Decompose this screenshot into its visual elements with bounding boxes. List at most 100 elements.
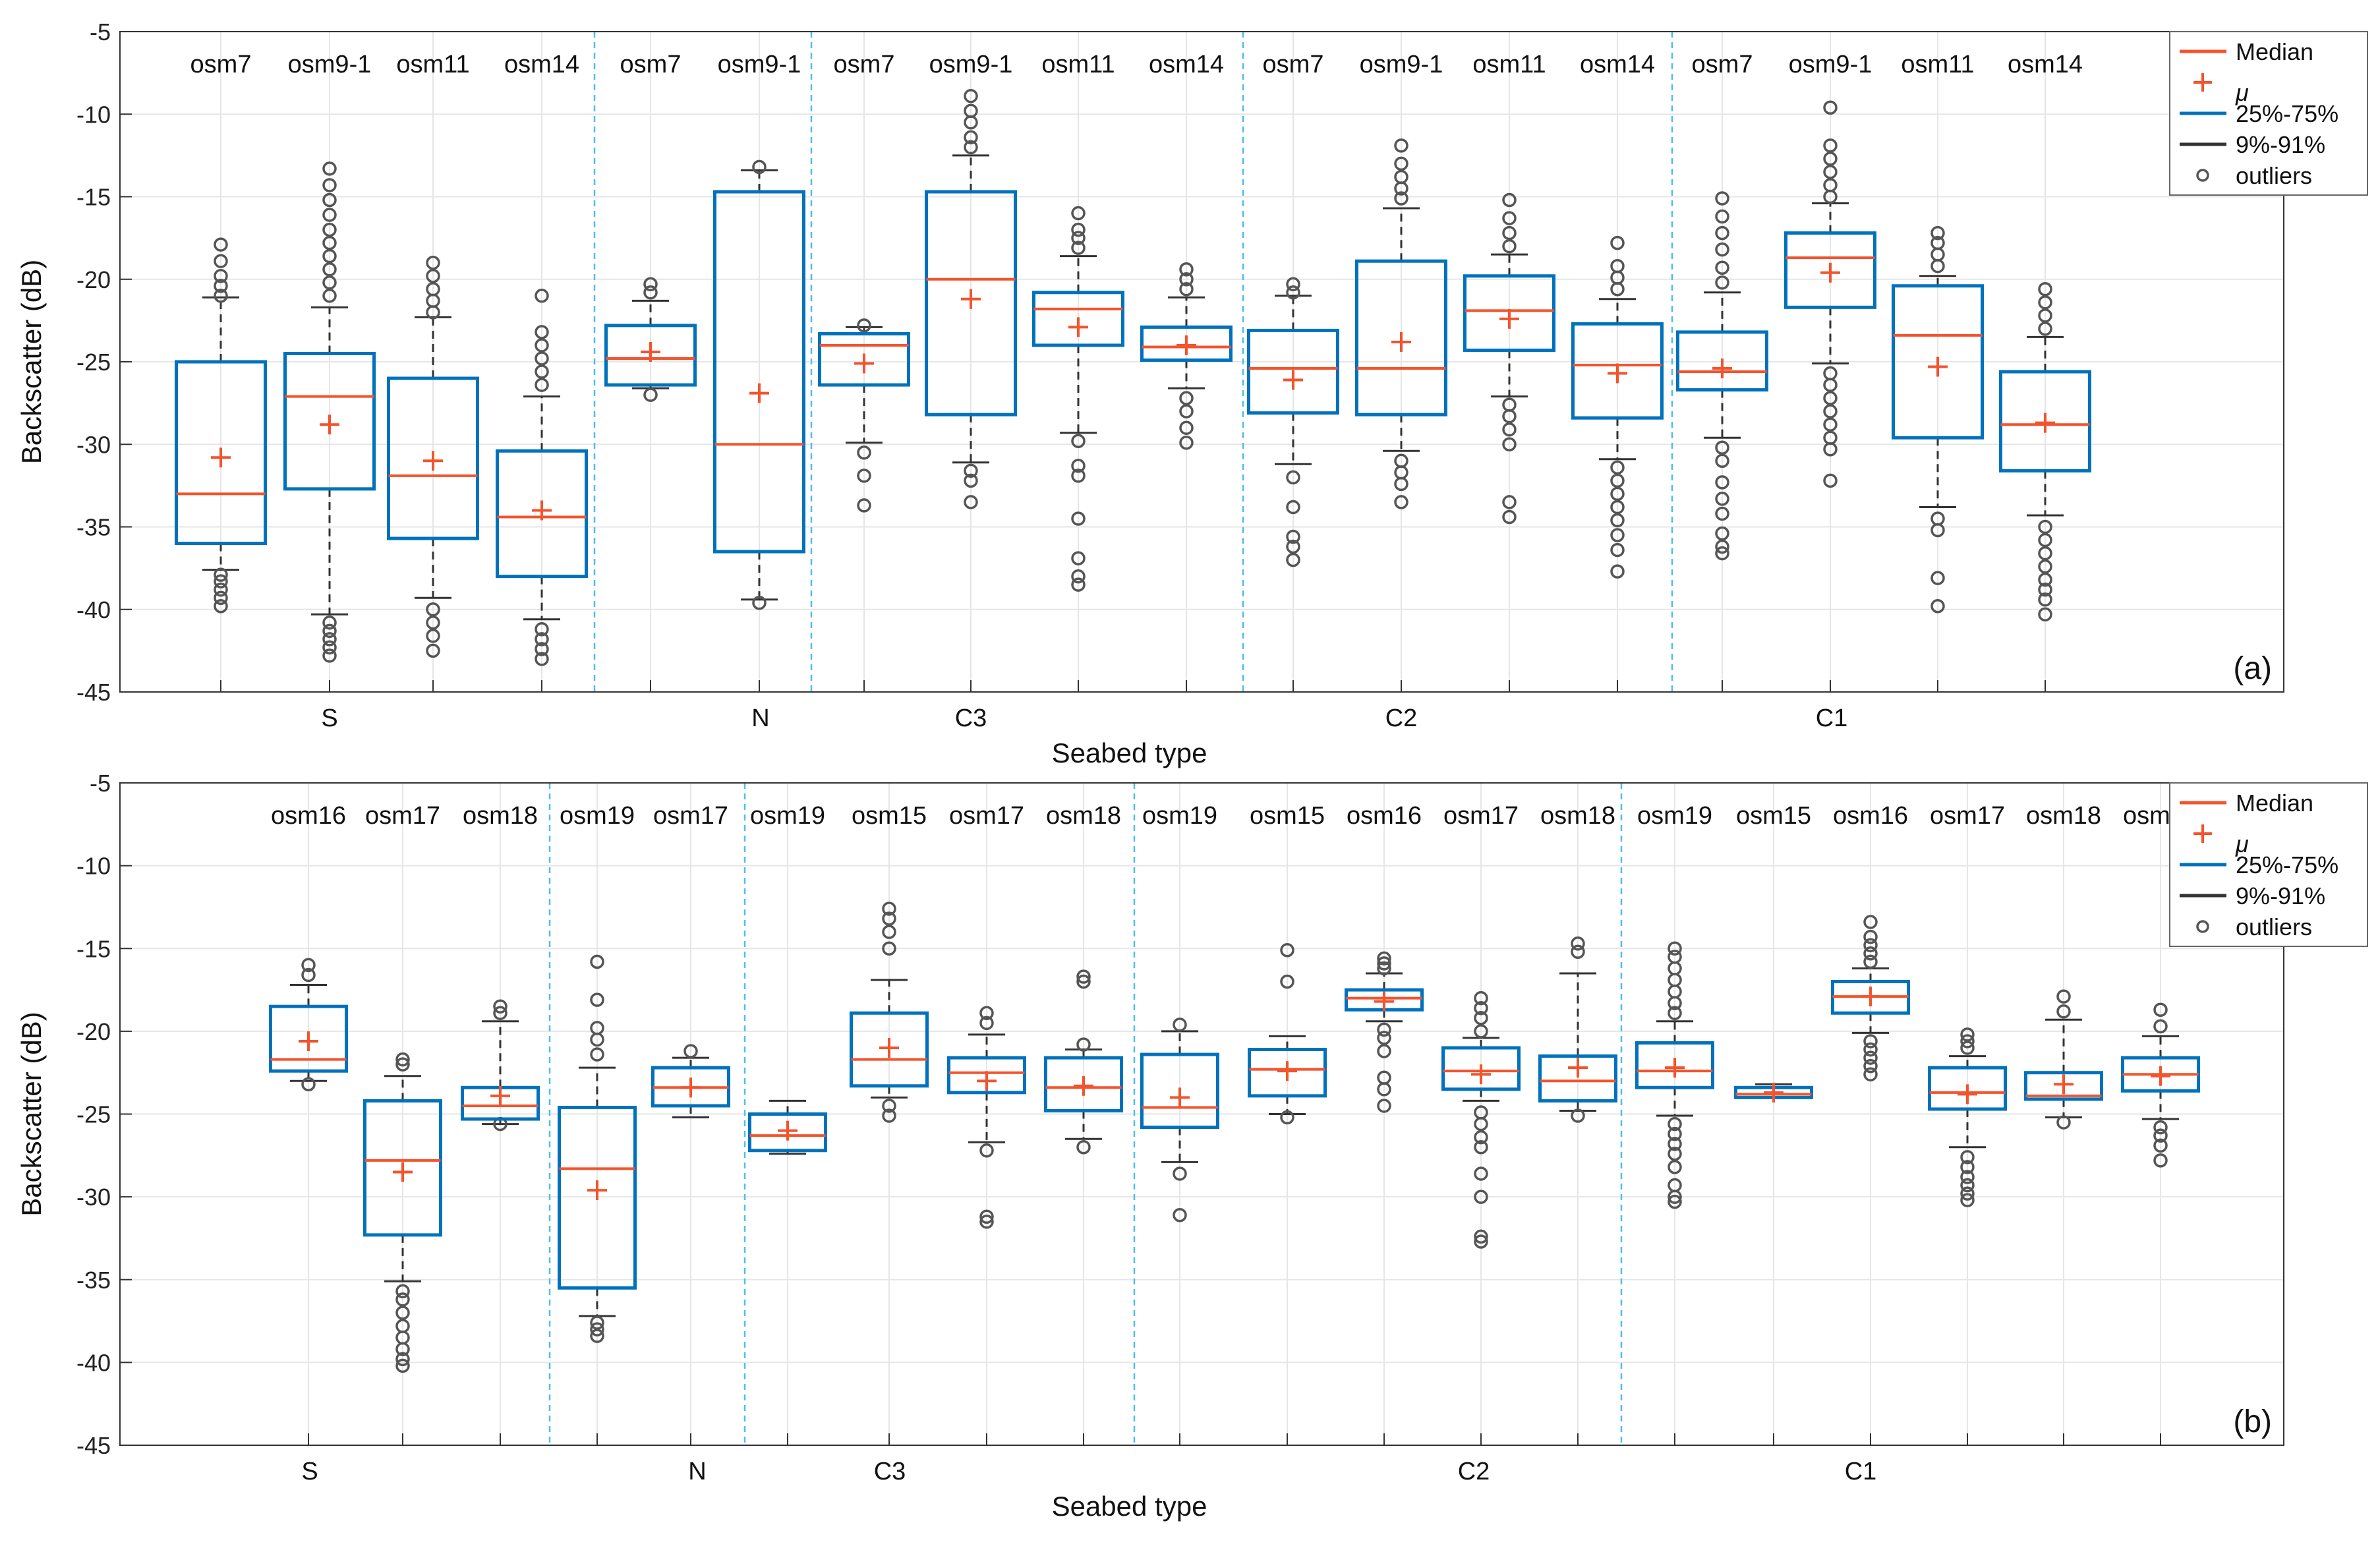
outlier-point bbox=[2038, 592, 2052, 607]
outlier-point bbox=[882, 925, 896, 939]
outlier-point bbox=[2056, 1115, 2071, 1130]
box-label-osm18: osm18 bbox=[2026, 802, 2101, 830]
y-tick-label: -30 bbox=[76, 1184, 111, 1211]
outlier-point bbox=[882, 941, 896, 956]
legend: Median μ25%-75% 9%-91% outliers bbox=[2169, 31, 2368, 196]
box-osm15 bbox=[850, 902, 929, 1123]
outlier-point bbox=[1610, 258, 1625, 273]
legend-outlier-swatch bbox=[2196, 169, 2209, 182]
outlier-point bbox=[1076, 1037, 1091, 1052]
outlier-point bbox=[1394, 476, 1408, 492]
iqr-box bbox=[1538, 1054, 1617, 1103]
y-tick-label: -25 bbox=[76, 349, 111, 376]
box-osm14 bbox=[1571, 235, 1664, 579]
outlier-point bbox=[1823, 391, 1838, 405]
outlier-point bbox=[643, 277, 658, 292]
outlier-point bbox=[1960, 1193, 1975, 1207]
box-label-osm7: osm7 bbox=[1692, 51, 1753, 78]
outlier-point bbox=[1474, 1024, 1488, 1039]
outlier-point bbox=[322, 235, 337, 250]
outlier-point bbox=[322, 192, 337, 208]
outlier-point bbox=[1715, 260, 1729, 275]
outlier-point bbox=[1394, 156, 1408, 171]
outlier-point bbox=[1502, 409, 1517, 424]
outlier-point bbox=[426, 282, 440, 297]
outlier-point bbox=[2056, 1004, 2071, 1019]
outlier-point bbox=[1502, 192, 1517, 208]
outlier-point bbox=[1286, 500, 1300, 515]
outlier-point bbox=[1377, 1022, 1391, 1037]
box-osm18 bbox=[1044, 969, 1123, 1155]
legend: Median μ25%-75% 9%-91% outliers bbox=[2169, 782, 2368, 947]
outlier-point bbox=[1960, 1027, 1975, 1042]
iqr-box bbox=[604, 324, 697, 387]
outlier-point bbox=[1179, 435, 1194, 450]
outlier-point bbox=[322, 289, 337, 303]
outlier-point bbox=[322, 222, 337, 237]
box-label-osm9-1: osm9-1 bbox=[718, 51, 801, 78]
legend-label-mean: μ bbox=[2235, 79, 2249, 106]
y-tick-label: -10 bbox=[76, 101, 111, 128]
group-label-C3: C3 bbox=[955, 704, 987, 732]
outlier-point bbox=[1863, 1067, 1878, 1081]
iqr-box bbox=[1248, 1048, 1327, 1098]
box-osm14 bbox=[1140, 262, 1233, 450]
outlier-point bbox=[395, 1052, 410, 1067]
y-tick-label: -20 bbox=[76, 266, 111, 293]
outlier-point bbox=[322, 178, 337, 192]
outlier-point bbox=[1610, 542, 1625, 558]
box-label-osm11: osm11 bbox=[1901, 51, 1974, 78]
x-axis-label: Seabed type bbox=[1052, 1491, 1207, 1522]
iqr-box bbox=[713, 190, 805, 554]
outlier-point bbox=[1071, 206, 1086, 221]
outlier-point bbox=[964, 463, 978, 478]
box-osm7 bbox=[1676, 191, 1768, 561]
box-label-osm19: osm19 bbox=[1142, 802, 1217, 830]
chart-panel-a: -5 -10 -15 -20 -25 -30 -35 -40 -45 osm7 osm9-1 osm1… bbox=[16, 18, 2368, 768]
outlier-point bbox=[979, 1209, 994, 1224]
outlier-point bbox=[1668, 1136, 1682, 1151]
outlier-point bbox=[1394, 169, 1408, 185]
outlier-point bbox=[964, 473, 978, 488]
outlier-point bbox=[1377, 1044, 1391, 1058]
outlier-point bbox=[1179, 420, 1194, 435]
y-tick-label: -10 bbox=[76, 853, 111, 880]
outlier-point bbox=[1071, 511, 1086, 526]
outlier-point bbox=[1474, 990, 1488, 1006]
outlier-point bbox=[1715, 475, 1729, 490]
group-label-C3: C3 bbox=[874, 1458, 906, 1485]
outlier-point bbox=[1863, 946, 1878, 961]
outlier-point bbox=[1502, 225, 1517, 241]
outlier-point bbox=[1823, 417, 1838, 432]
outlier-point bbox=[214, 582, 228, 597]
outlier-point bbox=[1173, 1166, 1187, 1181]
box-osm16 bbox=[1831, 915, 1910, 1081]
box-label-osm18: osm18 bbox=[1046, 802, 1121, 830]
outlier-point bbox=[590, 1329, 604, 1343]
outlier-point bbox=[395, 1057, 410, 1072]
box-label-osm7: osm7 bbox=[190, 51, 252, 78]
box-osm19 bbox=[1635, 941, 1714, 1209]
iqr-box bbox=[1635, 1041, 1714, 1089]
outlier-point bbox=[590, 992, 604, 1007]
box-label-osm18: osm18 bbox=[1540, 802, 1615, 830]
y-tick-label: -15 bbox=[76, 184, 111, 211]
outlier-point bbox=[322, 275, 337, 290]
iqr-box bbox=[1140, 325, 1233, 362]
outlier-point bbox=[426, 616, 440, 630]
outlier-point bbox=[1668, 1160, 1682, 1174]
box-label-osm9-1: osm9-1 bbox=[1789, 51, 1872, 78]
outlier-point bbox=[535, 652, 549, 666]
iqr-box bbox=[1571, 322, 1664, 420]
iqr-box bbox=[1355, 259, 1447, 416]
box-label-osm14: osm14 bbox=[1149, 51, 1224, 78]
outlier-point bbox=[1610, 460, 1625, 475]
outlier-point bbox=[2038, 607, 2052, 622]
box-osm16 bbox=[269, 958, 348, 1092]
outlier-point bbox=[1668, 1126, 1682, 1141]
box-label-osm9-1: osm9-1 bbox=[1360, 51, 1443, 78]
outlier-point bbox=[1863, 929, 1878, 944]
y-tick-label: -20 bbox=[76, 1018, 111, 1045]
outlier-point bbox=[1823, 442, 1838, 457]
